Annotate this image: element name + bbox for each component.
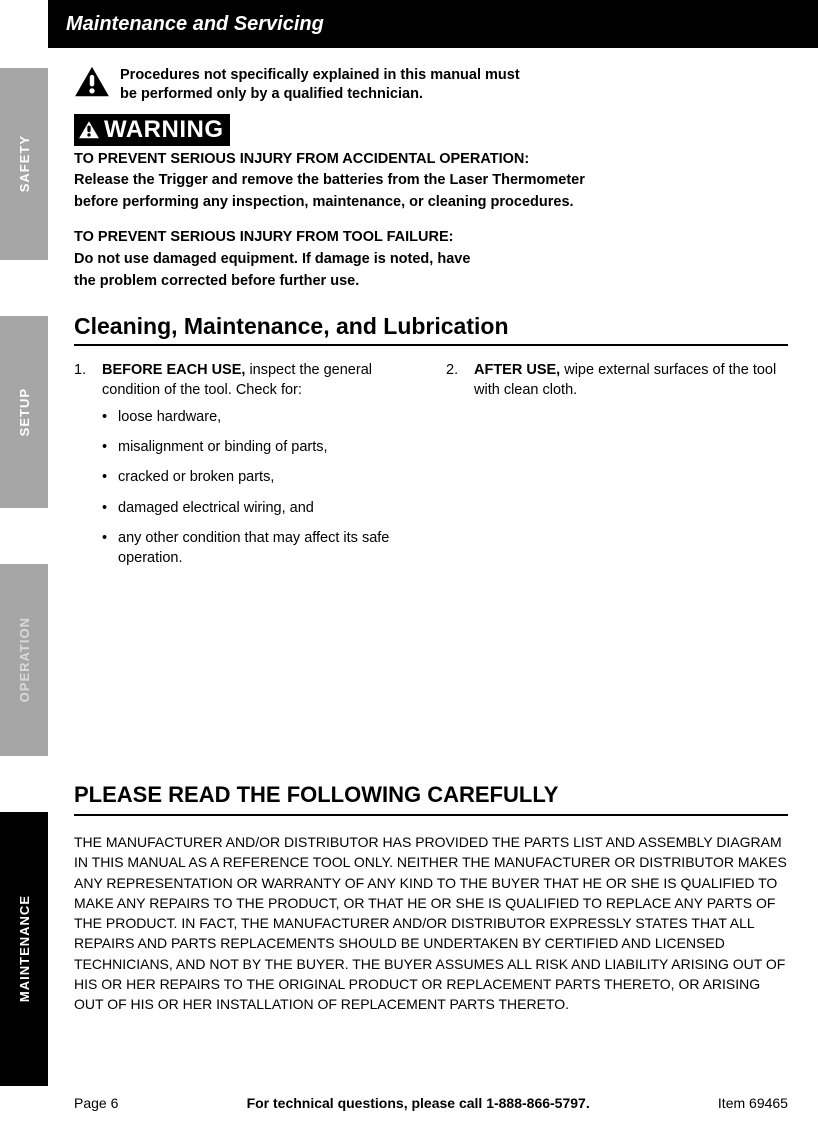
step-2-bold: AFTER USE, xyxy=(474,362,560,378)
tab-maintenance: MAINTENANCE xyxy=(0,812,48,1086)
tab-maintenance-label: MAINTENANCE xyxy=(17,895,32,1002)
tab-setup-label: SETUP xyxy=(17,388,32,436)
warn1-line2: before performing any inspection, mainte… xyxy=(74,193,788,213)
notice-body: THE MANUFACTURER AND/OR DISTRIBUTOR HAS … xyxy=(74,832,788,1015)
step-2-number: 2. xyxy=(446,360,464,401)
caution-line-2: be performed only by a qualified technic… xyxy=(120,85,520,104)
tab-safety: SAFETY xyxy=(0,68,48,260)
footer-item: Item 69465 xyxy=(718,1095,788,1111)
step-1: 1. BEFORE EACH USE, inspect the general … xyxy=(74,360,416,578)
tab-operation-label: OPERATION xyxy=(17,617,32,702)
warning-icon xyxy=(74,66,110,98)
footer-support: For technical questions, please call 1-8… xyxy=(247,1095,590,1111)
step-1-bold: BEFORE EACH USE, xyxy=(102,362,245,378)
warning-badge: WARNING xyxy=(74,114,230,146)
footer-page: Page 6 xyxy=(74,1095,118,1111)
list-item: any other condition that may affect its … xyxy=(102,528,416,569)
warn2-line2: the problem corrected before further use… xyxy=(74,272,788,292)
page-header: Maintenance and Servicing xyxy=(48,0,818,48)
step-1-number: 1. xyxy=(74,360,92,401)
list-item: loose hardware, xyxy=(102,407,416,427)
caution-text: Procedures not specifically explained in… xyxy=(120,66,520,104)
caution-line-1: Procedures not specifically explained in… xyxy=(120,66,520,85)
warn1-line1: Release the Trigger and remove the batte… xyxy=(74,171,788,191)
section-tabs: SAFETY SETUP OPERATION MAINTENANCE xyxy=(0,0,48,1086)
warn2-line1: Do not use damaged equipment. If damage … xyxy=(74,250,788,270)
tab-safety-label: SAFETY xyxy=(17,135,32,192)
maintenance-steps: 1. BEFORE EACH USE, inspect the general … xyxy=(74,360,788,578)
page-title: Maintenance and Servicing xyxy=(66,13,324,36)
tab-operation: OPERATION xyxy=(0,564,48,756)
warning-badge-label: WARNING xyxy=(104,116,224,144)
step-1-bullets: loose hardware, misalignment or binding … xyxy=(74,407,416,569)
section-heading: Cleaning, Maintenance, and Lubrication xyxy=(74,313,788,346)
list-item: misalignment or binding of parts, xyxy=(102,437,416,457)
list-item: cracked or broken parts, xyxy=(102,467,416,487)
notice-heading: PLEASE READ THE FOLLOWING CAREFULLY xyxy=(74,782,788,816)
notice-section: PLEASE READ THE FOLLOWING CAREFULLY THE … xyxy=(74,782,788,1015)
warn1-heading: TO PREVENT SERIOUS INJURY FROM ACCIDENTA… xyxy=(74,150,788,170)
warning-block: TO PREVENT SERIOUS INJURY FROM ACCIDENTA… xyxy=(74,150,788,291)
list-item: damaged electrical wiring, and xyxy=(102,498,416,518)
caution-row: Procedures not specifically explained in… xyxy=(74,66,788,104)
page-footer: Page 6 For technical questions, please c… xyxy=(0,1095,818,1111)
tab-setup: SETUP xyxy=(0,316,48,508)
warning-badge-icon xyxy=(78,120,100,140)
step-2-text: AFTER USE, wipe external surfaces of the… xyxy=(474,360,788,401)
step-2: 2. AFTER USE, wipe external surfaces of … xyxy=(446,360,788,578)
step-1-text: BEFORE EACH USE, inspect the general con… xyxy=(102,360,416,401)
warn2-heading: TO PREVENT SERIOUS INJURY FROM TOOL FAIL… xyxy=(74,228,788,248)
